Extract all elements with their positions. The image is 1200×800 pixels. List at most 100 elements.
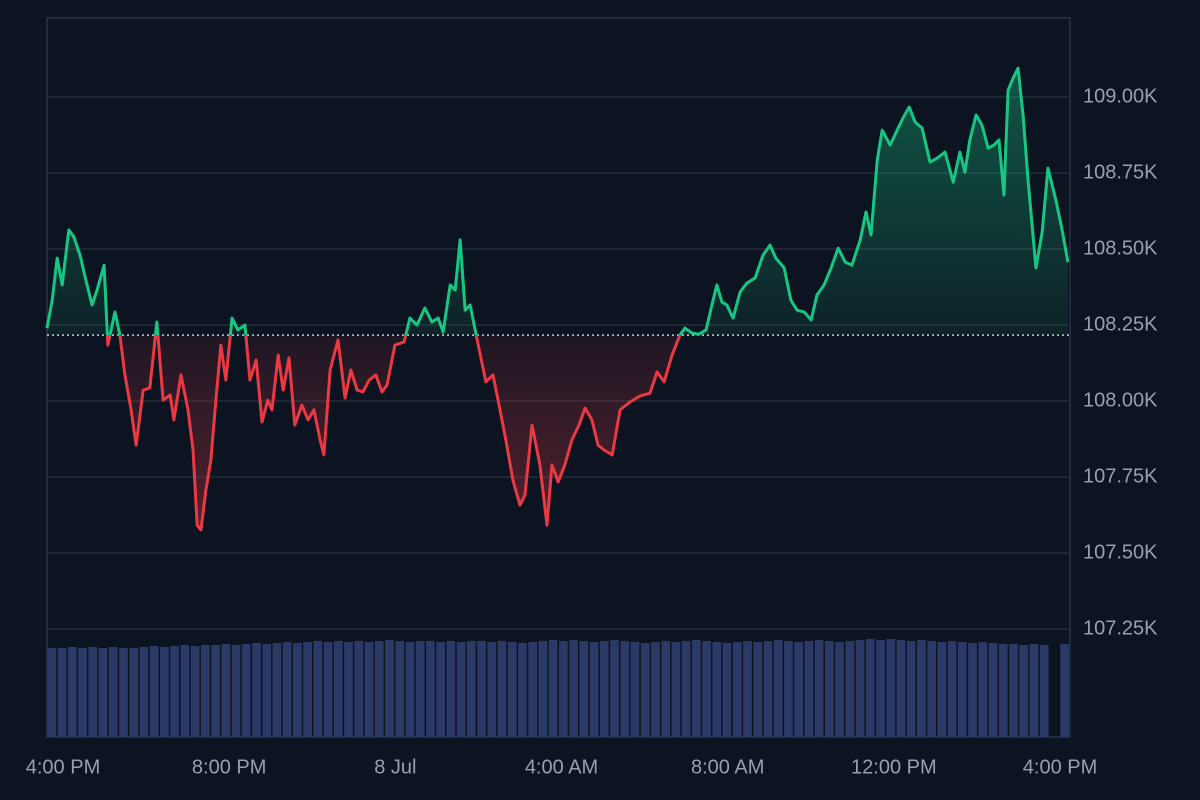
plot-frame — [46, 17, 1071, 738]
volume-bar — [743, 641, 752, 737]
volume-bar — [824, 641, 834, 737]
volume-bar — [241, 644, 251, 737]
volume-bar — [1029, 644, 1039, 737]
volume-bar — [466, 641, 476, 737]
volume-bar — [968, 643, 977, 737]
volume-bar — [456, 642, 466, 737]
x-tick-label: 4:00 AM — [525, 756, 598, 778]
volume-bar — [896, 640, 906, 737]
price-line-below — [105, 335, 701, 532]
volume-bar — [262, 644, 272, 737]
volume-bar — [446, 641, 456, 737]
x-tick-label: 8 Jul — [374, 756, 416, 778]
volume-bar — [405, 642, 415, 737]
volume-bar — [978, 642, 988, 737]
volume-bar — [681, 641, 691, 737]
volume-bar — [732, 642, 742, 737]
volume-bar — [272, 643, 282, 737]
area-above — [47, 68, 1068, 336]
volume-bar — [487, 642, 497, 737]
x-tick-label: 4:00 PM — [1023, 756, 1097, 778]
volume-bar — [691, 640, 701, 737]
volume-bar — [947, 641, 957, 737]
volume-bar — [436, 642, 445, 737]
volume-bar — [814, 640, 824, 737]
volume-bar — [507, 642, 517, 737]
volume-bar — [722, 643, 732, 737]
volume-bar — [149, 646, 159, 737]
volume-bar — [610, 640, 619, 737]
volume-bar — [784, 641, 793, 737]
volume-bar — [364, 642, 374, 737]
volume-bar — [773, 640, 783, 737]
x-tick-label: 12:00 PM — [851, 756, 937, 778]
volume-bar — [528, 642, 538, 737]
x-tick-label: 8:00 PM — [192, 756, 266, 778]
volume-bar — [395, 641, 405, 737]
volume-bar — [323, 642, 333, 737]
volume-bar — [293, 643, 302, 737]
volume-bar — [579, 641, 589, 737]
volume-bar — [129, 648, 139, 737]
volume-bar — [988, 643, 998, 737]
volume-bar — [57, 648, 67, 737]
volume-bar — [804, 641, 814, 737]
y-tick-label: 108.75K — [1083, 161, 1158, 183]
volume-bar — [845, 641, 855, 737]
volume-bar — [917, 640, 926, 737]
volume-bar — [170, 646, 179, 737]
volume-bar — [702, 641, 711, 737]
volume-bar — [282, 642, 292, 737]
volume-bar — [303, 642, 312, 737]
volume-bar — [640, 643, 650, 737]
volume-bar — [794, 642, 804, 737]
volume-bar — [231, 645, 241, 737]
volume-bar — [221, 644, 231, 737]
volume-bar — [937, 642, 947, 737]
volume-bar — [865, 639, 875, 737]
volume-bar — [190, 646, 200, 737]
volume-bar — [927, 641, 937, 737]
volume-bar — [753, 642, 763, 737]
volume-bar — [998, 644, 1008, 737]
y-tick-label: 108.25K — [1083, 313, 1158, 335]
volume-bar — [1009, 644, 1018, 737]
volume-bar — [559, 641, 568, 737]
volume-bar — [98, 648, 108, 737]
volume-bar — [630, 642, 640, 737]
volume-bar — [835, 642, 844, 737]
volume-bar — [671, 642, 681, 737]
volume-bar — [344, 642, 353, 737]
volume-bar — [67, 647, 77, 737]
volume-bar — [876, 640, 885, 737]
volume-bar — [569, 640, 578, 737]
volume-bar — [497, 641, 507, 737]
volume-bar — [211, 645, 220, 737]
volume-bar — [415, 641, 425, 737]
volume-bar — [1060, 644, 1069, 737]
volume-bar — [599, 641, 609, 737]
y-tick-label: 107.75K — [1083, 465, 1158, 487]
volume-bar — [354, 641, 364, 737]
volume-bar — [313, 641, 323, 737]
price-line-above — [45, 66, 1070, 336]
volume-bar — [957, 642, 967, 737]
y-tick-label: 107.25K — [1083, 617, 1158, 639]
volume-bar — [661, 641, 671, 737]
volume-bar — [119, 648, 128, 737]
volume-bar — [548, 640, 558, 737]
volume-bar — [374, 641, 384, 737]
volume-bar — [78, 648, 87, 737]
volume-bar — [1039, 645, 1049, 737]
volume-bar — [712, 642, 722, 737]
volume-bar — [477, 641, 486, 737]
y-tick-label: 109.00K — [1083, 85, 1158, 107]
volume-bar — [160, 647, 169, 737]
area-below — [47, 335, 1068, 530]
volume-bar — [518, 643, 527, 737]
volume-bar — [108, 647, 118, 737]
volume-bar — [906, 641, 916, 737]
y-tick-label: 108.00K — [1083, 389, 1158, 411]
